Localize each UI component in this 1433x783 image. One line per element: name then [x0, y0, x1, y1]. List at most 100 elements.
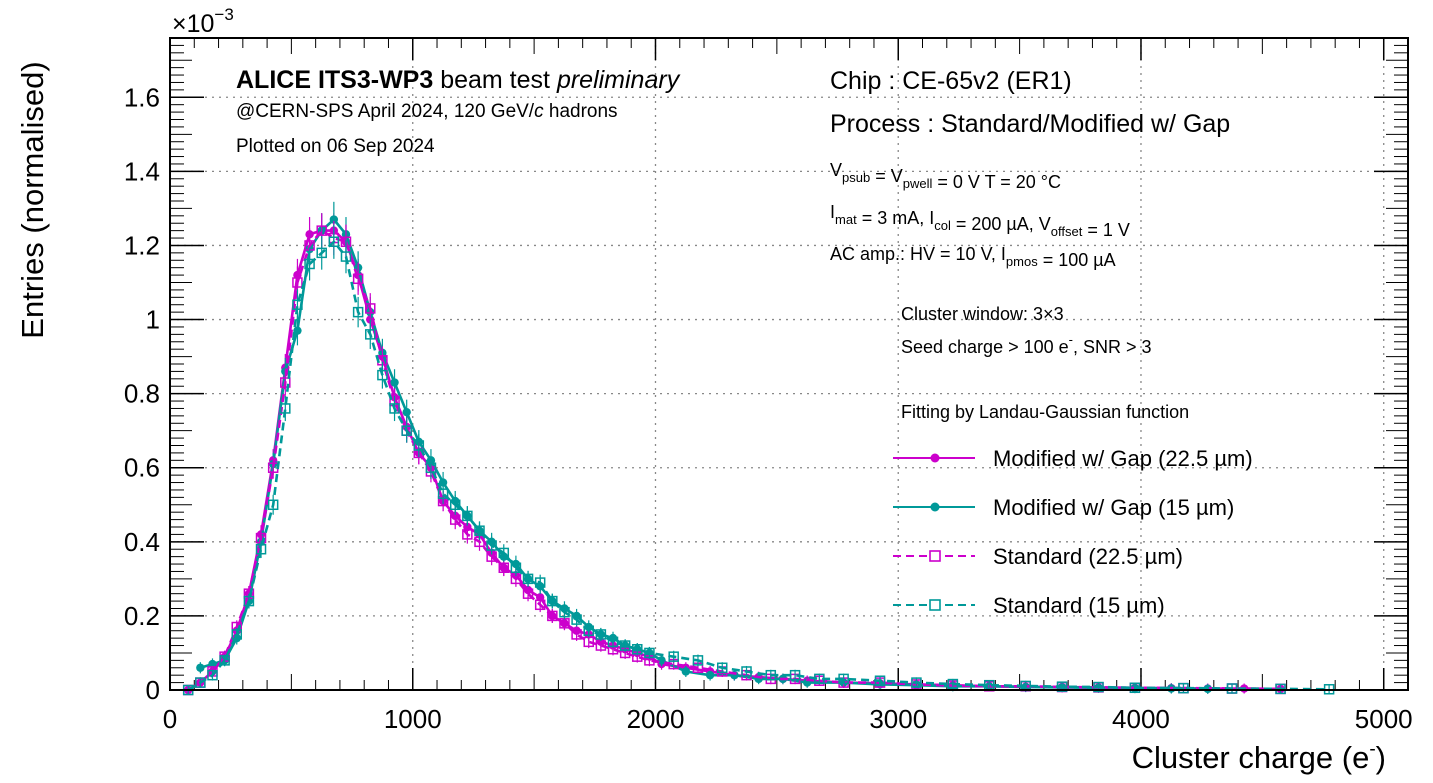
- seed-charge: Seed charge > 100 e-, SNR > 3: [901, 332, 1152, 357]
- y-tick-label: 1.6: [124, 82, 160, 112]
- data-point: [329, 215, 339, 224]
- data-point: [208, 659, 217, 669]
- data-point: [741, 666, 752, 677]
- x-tick-label: 5000: [1355, 704, 1413, 734]
- fitting-note: Fitting by Landau-Gaussian function: [901, 402, 1189, 422]
- data-point: [486, 540, 497, 551]
- amplifier-conditions: AC amp.: HV = 10 V, Ipmos = 100 µA: [830, 244, 1116, 270]
- x-axis-title-sup: -: [1369, 739, 1375, 760]
- data-point: [255, 543, 267, 555]
- series-line: [187, 229, 1281, 692]
- legend-marker: [929, 599, 941, 611]
- legend-marker: [929, 550, 941, 562]
- data-point: [522, 588, 534, 599]
- x-tick-label: 3000: [869, 704, 927, 734]
- data-point: [547, 595, 558, 607]
- legend-marker: [930, 453, 940, 463]
- data-point: [947, 678, 959, 690]
- data-point: [267, 499, 279, 511]
- data-point: [328, 236, 340, 247]
- legend-label: Modified w/ Gap (22.5 µm): [993, 446, 1253, 471]
- y-tick-label: 0.4: [124, 527, 160, 557]
- data-point: [559, 606, 570, 618]
- series-4: [182, 224, 1335, 696]
- legend-label: Modified w/ Gap (15 µm): [993, 495, 1234, 520]
- y-axis-title: Entries (normalised): [15, 61, 50, 338]
- x-tick-label: 0: [163, 704, 177, 734]
- data-point: [571, 614, 582, 625]
- data-point: [219, 655, 230, 666]
- data-point: [1226, 683, 1238, 694]
- legend-label: Standard (15 µm): [993, 593, 1165, 618]
- data-point: [498, 547, 510, 559]
- data-point: [619, 640, 631, 651]
- x-tick-label: 2000: [627, 704, 685, 734]
- data-point: [583, 636, 594, 648]
- series-layer: [182, 201, 1335, 696]
- data-point: [402, 407, 411, 417]
- data-point: [352, 306, 364, 318]
- data-point: [195, 677, 206, 688]
- data-point: [437, 488, 449, 499]
- data-point: [280, 377, 291, 388]
- data-point: [207, 669, 218, 681]
- process-label: Process : Standard/Modified w/ Gap: [830, 110, 1230, 138]
- data-point: [377, 369, 388, 381]
- data-point: [462, 529, 473, 540]
- data-point: [438, 478, 448, 487]
- y-exponent-sup: −3: [214, 5, 233, 24]
- legend: Modified w/ Gap (22.5 µm) Modified w/ Gap…: [893, 446, 1253, 618]
- data-point: [1129, 682, 1141, 694]
- legend-item: Standard (15 µm): [893, 593, 1165, 618]
- data-point: [547, 610, 558, 622]
- data-point: [231, 629, 243, 640]
- data-point: [1056, 681, 1068, 692]
- data-point: [595, 629, 607, 640]
- data-point: [413, 440, 425, 451]
- data-point: [401, 425, 412, 436]
- data-point: [765, 669, 777, 681]
- y-exponent-label: ×10−3: [172, 5, 234, 38]
- data-point: [365, 303, 376, 314]
- data-point: [535, 593, 545, 602]
- data-point: [1093, 681, 1104, 693]
- axis-ticks: 0 1000 2000 3000 4000 5000 0 0.2 0.4 0.6 0.8 1 1.2 1.…: [124, 38, 1413, 734]
- data-point: [692, 655, 704, 666]
- legend-item: Modified w/ Gap (15 µm): [893, 495, 1234, 520]
- data-point: [389, 403, 400, 414]
- data-point: [292, 277, 303, 288]
- plot-frame: [169, 37, 1409, 691]
- data-point: [352, 273, 364, 285]
- x-tick-label: 4000: [1112, 704, 1170, 734]
- data-point: [292, 299, 303, 310]
- y-tick-label: 0.6: [124, 453, 160, 483]
- data-point: [583, 625, 594, 636]
- data-point: [449, 499, 461, 511]
- legend-item: Modified w/ Gap (22.5 µm): [893, 446, 1253, 471]
- data-point: [1275, 683, 1286, 695]
- plot-date: Plotted on 06 Sep 2024: [236, 136, 435, 157]
- data-point: [425, 462, 437, 473]
- y-tick-label: 1: [146, 305, 160, 335]
- beam-info: @CERN-SPS April 2024, 120 GeV/c hadrons: [236, 101, 618, 122]
- data-point: [280, 403, 291, 414]
- data-point: [911, 677, 922, 688]
- legend-label: Standard (22.5 µm): [993, 544, 1183, 569]
- chip-label: Chip : CE-65v2 (ER1): [830, 67, 1072, 95]
- data-point: [838, 673, 849, 685]
- data-point: [340, 251, 352, 262]
- cluster-window: Cluster window: 3×3: [901, 304, 1064, 324]
- legend-item: Standard (22.5 µm): [893, 544, 1183, 569]
- y-tick-label: 0.8: [124, 379, 160, 409]
- data-point: [814, 673, 825, 685]
- data-point: [498, 562, 510, 573]
- data-point: [510, 562, 522, 573]
- data-point: [705, 670, 715, 680]
- data-point: [632, 644, 643, 655]
- data-point: [449, 514, 461, 525]
- x-tick-label: 1000: [384, 704, 442, 734]
- data-point: [534, 577, 546, 588]
- y-tick-label: 0.2: [124, 601, 160, 631]
- data-point: [316, 247, 327, 259]
